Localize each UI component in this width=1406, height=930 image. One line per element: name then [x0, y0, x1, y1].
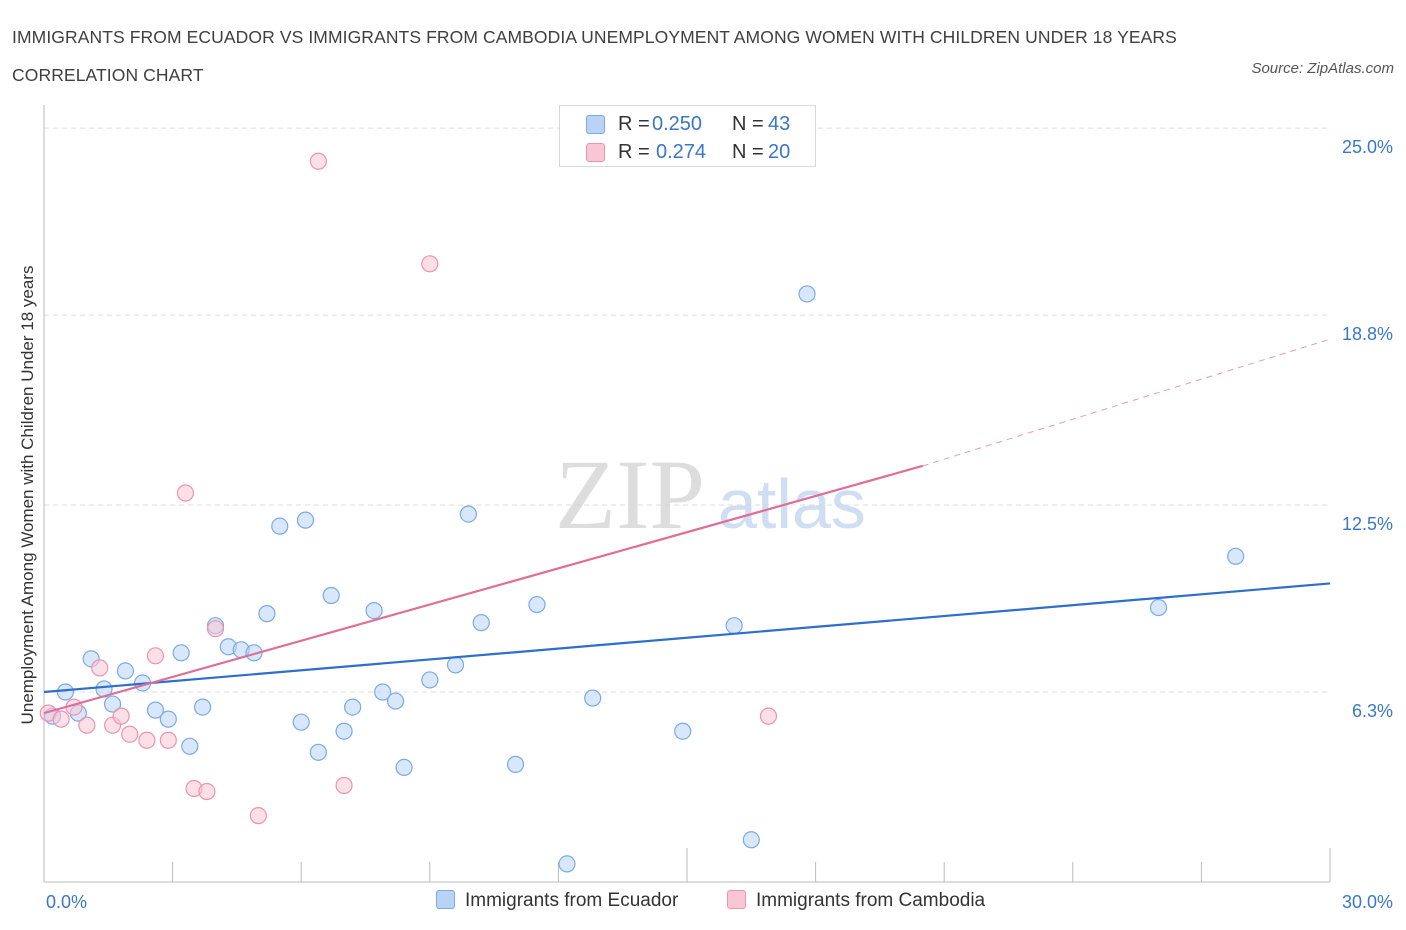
ecuador-legend-label: Immigrants from Ecuador [465, 890, 679, 911]
cambodia-point [176, 484, 195, 502]
y-axis-label: Unemployment Among Women with Children U… [18, 265, 37, 725]
x-tick-label: 0.0% [46, 892, 87, 912]
legend-item-ecuador: Immigrants from Ecuador [436, 890, 678, 912]
ecuador-swatch [586, 115, 605, 134]
ecuador-point [584, 689, 602, 707]
ecuador-point [309, 743, 327, 761]
ecuador-point [296, 511, 315, 529]
x-tick-label: 30.0% [1342, 892, 1393, 912]
cambodia-point [159, 731, 177, 749]
ecuador-point [172, 644, 190, 662]
y-tick-label: 6.3% [1352, 701, 1393, 721]
cambodia-point [309, 152, 327, 170]
ecuador-point [725, 617, 743, 635]
ecuador-point [421, 671, 439, 689]
ecuador-point [365, 601, 383, 620]
watermark-atlas: atlas [718, 465, 866, 543]
ecuador-point [322, 586, 340, 605]
ecuador-legend-swatch [436, 890, 455, 909]
cambodia-point [198, 782, 216, 801]
legend-n-label: N = [732, 141, 764, 163]
ecuador-point [292, 713, 310, 731]
legend-r-value: 0.274 [656, 141, 707, 163]
legend-n-label: N = [732, 113, 764, 135]
cambodia-trend-extension [922, 338, 1331, 467]
cambodia-point [249, 807, 267, 825]
ecuador-point [674, 722, 692, 740]
cambodia-point [146, 647, 165, 665]
y-tick-label: 12.5% [1342, 514, 1393, 534]
ecuador-point [506, 755, 525, 773]
grid-lines [44, 127, 1330, 693]
ecuador-point [103, 695, 122, 713]
ecuador-point [335, 722, 353, 740]
y-tick-label: 18.8% [1342, 324, 1393, 344]
legend-n-value: 20 [768, 141, 791, 163]
cambodia-swatch [586, 143, 605, 162]
trend-lines [43, 338, 1331, 715]
ecuador-trend-line [43, 582, 1331, 694]
cambodia-point [52, 710, 70, 728]
y-tick-label: 25.0% [1342, 137, 1393, 157]
ecuador-point [181, 737, 199, 755]
cambodia-point [112, 707, 130, 725]
ecuador-point [258, 605, 276, 623]
legend-n-value: 43 [768, 113, 791, 135]
cambodia-point [91, 659, 109, 677]
cambodia-point [335, 776, 353, 795]
axes [43, 105, 1331, 883]
legend-r-label: R = [618, 113, 650, 135]
tick-labels: 6.3% 12.5% 18.8% 25.0% 0.0% 30.0% [46, 137, 1393, 912]
ecuador-point [146, 701, 165, 719]
ecuador-point [194, 698, 212, 716]
cambodia-point [78, 716, 96, 734]
legend-r-label: R = [618, 141, 650, 163]
cambodia-point [121, 725, 139, 743]
source-label: Source: ZipAtlas.com [1251, 60, 1394, 77]
ecuador-point [798, 285, 816, 303]
series-ecuador-points [43, 285, 1245, 873]
ecuador-point [374, 683, 392, 701]
ecuador-point [1227, 547, 1245, 565]
cambodia-legend-label: Immigrants from Cambodia [756, 890, 986, 911]
ecuador-point [558, 855, 576, 873]
chart-title: IMMIGRANTS FROM ECUADOR VS IMMIGRANTS FR… [12, 27, 1177, 85]
ecuador-point [116, 662, 135, 680]
ecuador-point [528, 595, 546, 614]
ecuador-point [56, 683, 75, 701]
ecuador-point [742, 831, 760, 849]
cambodia-point [421, 255, 439, 273]
ecuador-point [472, 614, 490, 632]
cambodia-point [206, 620, 225, 638]
ecuador-point [159, 710, 177, 728]
legend-r-value: 0.250 [652, 113, 703, 135]
ecuador-point [344, 698, 362, 716]
ecuador-point [395, 758, 413, 777]
ecuador-point [446, 656, 465, 674]
correlation-legend: R = 0.250 N = 43 R = 0.274 N = 20 [559, 105, 816, 167]
ecuador-point [1149, 598, 1168, 617]
legend-item-cambodia: Immigrants from Cambodia [727, 890, 985, 912]
cambodia-trend-line [43, 464, 924, 715]
cambodia-legend-swatch [727, 890, 746, 909]
series-cambodia-points [39, 152, 778, 825]
ecuador-point [386, 692, 405, 710]
ecuador-point [459, 505, 477, 523]
cambodia-point [138, 731, 156, 749]
watermark: ZIP atlas [555, 439, 866, 550]
cambodia-point [759, 707, 778, 725]
watermark-zip: ZIP [555, 439, 705, 550]
ecuador-point [271, 517, 289, 535]
